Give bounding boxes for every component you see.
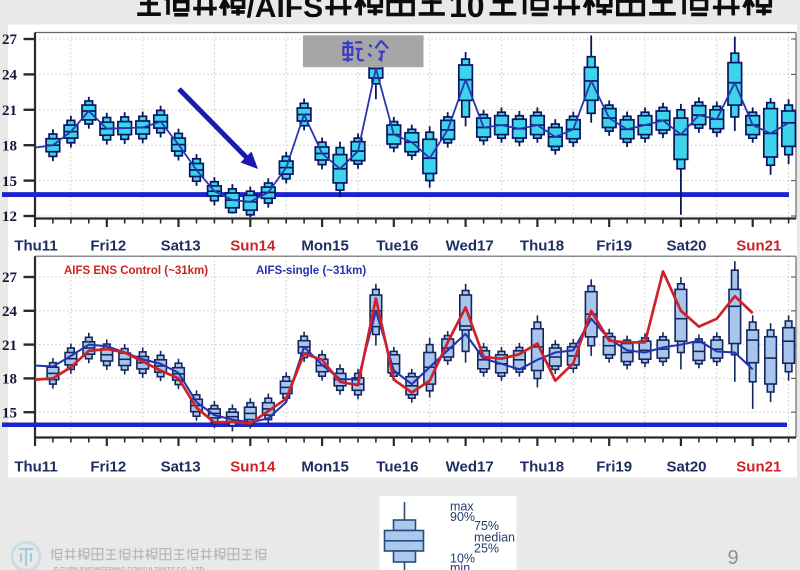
svg-text:27: 27 — [2, 32, 18, 48]
svg-text:Sat20: Sat20 — [666, 459, 706, 476]
svg-text:Thu18: Thu18 — [520, 459, 564, 476]
svg-text:Tue16: Tue16 — [376, 459, 418, 476]
svg-text:25%: 25% — [474, 542, 499, 556]
svg-text:Sat20: Sat20 — [666, 238, 706, 255]
svg-text:27: 27 — [2, 270, 18, 286]
svg-text:75%: 75% — [474, 519, 499, 533]
svg-text:12: 12 — [2, 209, 17, 225]
svg-text:Fri19: Fri19 — [596, 238, 632, 255]
svg-text:24: 24 — [2, 68, 18, 84]
svg-text:Wed17: Wed17 — [446, 238, 494, 255]
svg-text:Sun21: Sun21 — [736, 459, 781, 476]
svg-text:18: 18 — [2, 138, 17, 154]
svg-text:18: 18 — [2, 372, 17, 388]
svg-text:Thu11: Thu11 — [14, 459, 57, 476]
svg-text:Thu11: Thu11 — [14, 238, 57, 255]
svg-text:median: median — [474, 531, 515, 545]
svg-text:Fri19: Fri19 — [596, 459, 632, 476]
svg-text:Sun21: Sun21 — [736, 238, 781, 255]
svg-text:Fri12: Fri12 — [90, 459, 126, 476]
svg-text:10: 10 — [449, 0, 485, 24]
svg-text:21: 21 — [2, 103, 17, 119]
svg-text:Thu18: Thu18 — [520, 238, 564, 255]
svg-text:E-TURN ENGINEERING CONSULTANTS: E-TURN ENGINEERING CONSULTANTS CO., LTD — [54, 567, 204, 570]
svg-text:/AIFS: /AIFS — [246, 0, 323, 24]
svg-text:Fri12: Fri12 — [90, 238, 126, 255]
svg-text:AIFS ENS Control (~31km): AIFS ENS Control (~31km) — [64, 265, 208, 277]
svg-text:15: 15 — [2, 174, 17, 190]
svg-text:15: 15 — [2, 405, 17, 421]
svg-text:Mon15: Mon15 — [301, 238, 349, 255]
svg-text:24: 24 — [2, 304, 18, 320]
svg-text:9: 9 — [727, 547, 738, 569]
svg-text:Wed17: Wed17 — [446, 459, 494, 476]
svg-text:Mon15: Mon15 — [301, 459, 349, 476]
svg-text:Sun14: Sun14 — [230, 238, 276, 255]
svg-text:AIFS-single (~31km): AIFS-single (~31km) — [256, 265, 366, 277]
svg-text:Sun14: Sun14 — [230, 459, 276, 476]
svg-text:10%: 10% — [450, 552, 475, 566]
svg-text:90%: 90% — [450, 510, 475, 524]
svg-text:max: max — [450, 500, 474, 514]
svg-text:Sat13: Sat13 — [161, 238, 201, 255]
svg-text:Tue16: Tue16 — [376, 238, 418, 255]
svg-text:21: 21 — [2, 338, 17, 354]
svg-text:min: min — [450, 561, 470, 570]
svg-text:Sat13: Sat13 — [161, 459, 201, 476]
